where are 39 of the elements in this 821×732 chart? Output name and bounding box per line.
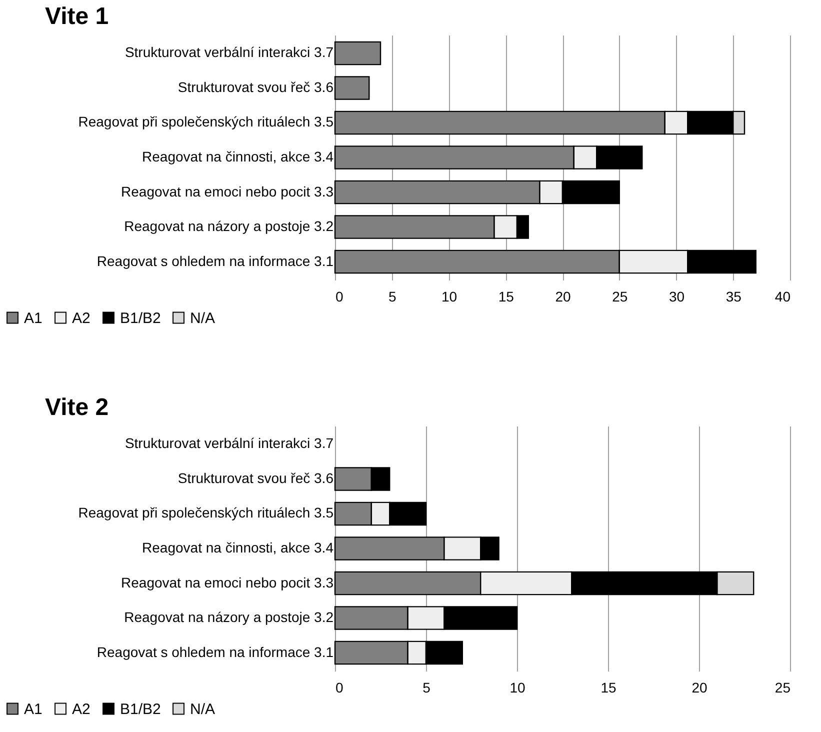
x-tick-label: 35 <box>726 288 742 304</box>
y-tick-label: Reagovat na činnosti, akce 3.4 <box>142 540 334 556</box>
x-tick-label: 0 <box>336 288 344 304</box>
y-tick-label: Strukturovat verbální interakci 3.7 <box>124 435 334 452</box>
y-tick-label: Reagovat na emoci nebo pocit 3.3 <box>121 574 334 590</box>
y-tick-label: Reagovat při společenských rituálech 3.5 <box>78 114 334 130</box>
legend-label: A1 <box>24 310 42 327</box>
y-tick-label: Strukturovat verbální interakci 3.7 <box>124 44 334 60</box>
x-tick-label: 10 <box>441 288 458 304</box>
x-tick-label: 20 <box>555 288 571 304</box>
y-tick-label: Reagovat na činnosti, akce 3.4 <box>142 148 334 164</box>
x-tick-label: 5 <box>422 680 431 696</box>
x-tick-label: 10 <box>510 680 526 696</box>
y-tick-label: Strukturovat svou řeč 3.6 <box>178 78 334 95</box>
legend-label: B1/B2 <box>120 700 161 718</box>
legend-label: N/A <box>190 700 216 718</box>
y-tick-label: Reagovat s ohledem na informace 3.1 <box>96 252 334 269</box>
x-tick-label: 15 <box>600 680 616 696</box>
y-tick-label: Reagovat na emoci nebo pocit 3.3 <box>121 183 334 200</box>
x-tick-label: 25 <box>612 288 628 304</box>
text: Vite 1 <box>45 3 109 30</box>
x-tick-label: 20 <box>692 680 708 696</box>
y-tick-label: Reagovat na názory a postoje 3.2 <box>124 609 334 626</box>
legend-label: B1/B2 <box>120 310 161 327</box>
x-tick-label: 25 <box>774 680 791 696</box>
text: Vite 2 <box>45 394 109 421</box>
x-tick-label: 5 <box>388 288 396 304</box>
y-tick-label: Reagovat při společenských rituálech 3.5 <box>78 504 334 521</box>
legend-label: N/A <box>190 310 216 327</box>
x-tick-label: 40 <box>774 288 791 304</box>
y-tick-label: Strukturovat svou řeč 3.6 <box>178 470 334 486</box>
legend-label: A2 <box>72 700 90 718</box>
x-tick-label: 15 <box>498 288 514 304</box>
legend-label: A1 <box>24 700 42 718</box>
legend-label: A2 <box>72 310 90 327</box>
y-tick-label: Reagovat na názory a postoje 3.2 <box>124 218 334 234</box>
x-tick-label: 30 <box>668 288 685 304</box>
x-tick-label: 0 <box>336 680 344 696</box>
y-tick-label: Reagovat s ohledem na informace 3.1 <box>96 644 334 660</box>
